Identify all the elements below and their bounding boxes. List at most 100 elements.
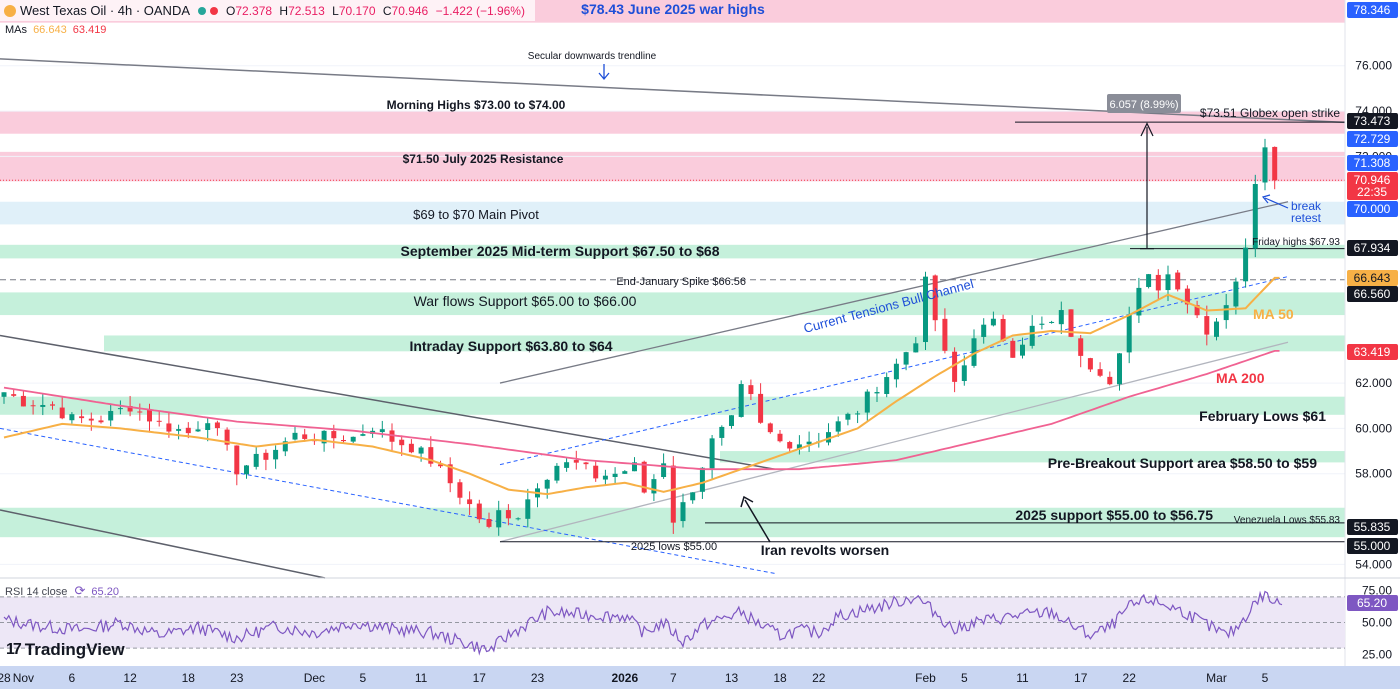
time-tick-11: 2026	[611, 671, 638, 685]
candle-body	[981, 324, 987, 337]
zone-1	[0, 111, 1345, 134]
candle-body	[632, 462, 637, 472]
ohlc-values: O72.378 H72.513 L70.170 C70.946 −1.422 (…	[226, 3, 525, 18]
candle-body	[796, 444, 802, 450]
measure-arrow-icon	[1140, 122, 1154, 137]
candle-body	[224, 429, 230, 445]
label-war-flows-support: War flows Support $65.00 to $66.00	[414, 293, 637, 309]
candle-body	[729, 415, 734, 426]
candle-body	[661, 463, 667, 478]
candle-body	[1010, 340, 1016, 358]
zone-4	[0, 244, 1345, 259]
candle-body	[302, 434, 308, 439]
candle-body	[719, 426, 725, 438]
candle-body	[952, 351, 958, 382]
price-tag-3: 71.308	[1347, 155, 1398, 171]
zone-3	[0, 201, 1345, 225]
candle-body	[845, 413, 851, 420]
settings-icon: ⟳	[74, 583, 86, 598]
label-main-pivot: $69 to $70 Main Pivot	[413, 207, 539, 222]
candle-body	[438, 464, 443, 467]
price-tag-text: 71.308	[1354, 156, 1391, 170]
high-value: 72.513	[288, 3, 325, 18]
candle-body	[1126, 314, 1132, 353]
time-tick-20: 22	[1123, 671, 1137, 685]
price-tag-text: 55.835	[1354, 520, 1391, 534]
candle-body	[1223, 305, 1229, 321]
candle-body	[690, 492, 696, 501]
label-break: break	[1291, 199, 1322, 213]
rsi-tick-0: 75.00	[1362, 583, 1392, 597]
candle-body	[602, 475, 608, 480]
time-tick-0: 28	[0, 671, 11, 685]
candle-body	[408, 443, 414, 453]
time-tick-17: 5	[961, 671, 968, 685]
time-tick-6: Dec	[304, 671, 325, 685]
time-tick-16: Feb	[915, 671, 936, 685]
candle-body	[40, 404, 46, 407]
candle-body	[117, 408, 123, 410]
trendline-arrow-icon	[598, 64, 610, 81]
candle-body	[1146, 274, 1152, 287]
candle-body	[1039, 323, 1045, 325]
candle-body	[292, 432, 298, 440]
time-tick-22: 5	[1262, 671, 1269, 685]
price-tag-text: 22:35	[1357, 185, 1387, 199]
candle-body	[98, 420, 104, 423]
candle-body	[622, 471, 628, 474]
price-tag-6: 70.000	[1347, 201, 1398, 217]
candle-body	[1000, 318, 1006, 341]
zone-8	[720, 451, 1345, 463]
candle-body	[515, 518, 521, 520]
candle-body	[1233, 281, 1239, 307]
candle-body	[806, 441, 812, 445]
candle-body	[59, 407, 65, 419]
time-tick-1: Nov	[13, 671, 34, 685]
rsi-legend[interactable]: RSI 14 close ⟳ 65.20	[5, 583, 119, 599]
time-tick-5: 23	[230, 671, 244, 685]
price-tick-5: 58.000	[1355, 467, 1392, 481]
price-tag-text: 67.934	[1354, 241, 1391, 255]
time-tick-8: 11	[415, 671, 428, 685]
ma50-line	[3, 276, 1280, 496]
candle-body	[185, 427, 191, 434]
candle-body	[864, 391, 870, 413]
price-tick-6: 54.000	[1355, 557, 1392, 571]
candle-body	[331, 431, 337, 439]
downtrend-line-upper	[0, 334, 776, 470]
price-tag-text: 72.729	[1354, 132, 1391, 146]
price-tag-text: 70.946	[1354, 173, 1391, 187]
time-tick-9: 17	[473, 671, 487, 685]
candle-body	[990, 318, 996, 326]
candle-body	[1252, 184, 1258, 249]
candle-body	[1155, 274, 1161, 291]
bull-channel-upper	[499, 201, 1289, 384]
price-tick-4: 60.000	[1355, 421, 1392, 435]
label-measure: 6.057 (8.99%)	[1109, 99, 1178, 111]
ma200-value: 63.419	[72, 24, 107, 36]
candle-body	[50, 404, 55, 406]
price-tag-text: 70.000	[1354, 202, 1391, 216]
candle-body	[525, 499, 531, 519]
label-2025-support: 2025 support $55.00 to $56.75	[1015, 507, 1213, 523]
candle-body	[321, 430, 327, 444]
candle-body	[156, 420, 162, 422]
candle-body	[127, 406, 133, 412]
candle-body	[137, 411, 143, 413]
label-ma200: MA 200	[1216, 370, 1265, 386]
symbol-logo-icon	[4, 4, 16, 17]
label-ma50: MA 50	[1253, 306, 1294, 322]
candle-body	[447, 464, 453, 484]
tradingview-wordmark: TradingView	[24, 640, 125, 659]
symbol-title[interactable]: West Texas Oil · 4h · OANDA	[20, 3, 191, 18]
time-tick-12: 7	[670, 671, 677, 685]
candle-body	[244, 465, 249, 475]
candle-body	[263, 452, 269, 460]
zone-6	[104, 335, 1345, 352]
price-tag-10: 63.419	[1347, 344, 1398, 360]
symbol-header[interactable]: West Texas Oil · 4h · OANDA O72.378 H72.…	[0, 0, 535, 21]
tradingview-icon: 17	[6, 641, 22, 658]
ma-legend[interactable]: MAs 66.643 63.419	[5, 24, 106, 36]
candle-body	[1165, 274, 1171, 291]
